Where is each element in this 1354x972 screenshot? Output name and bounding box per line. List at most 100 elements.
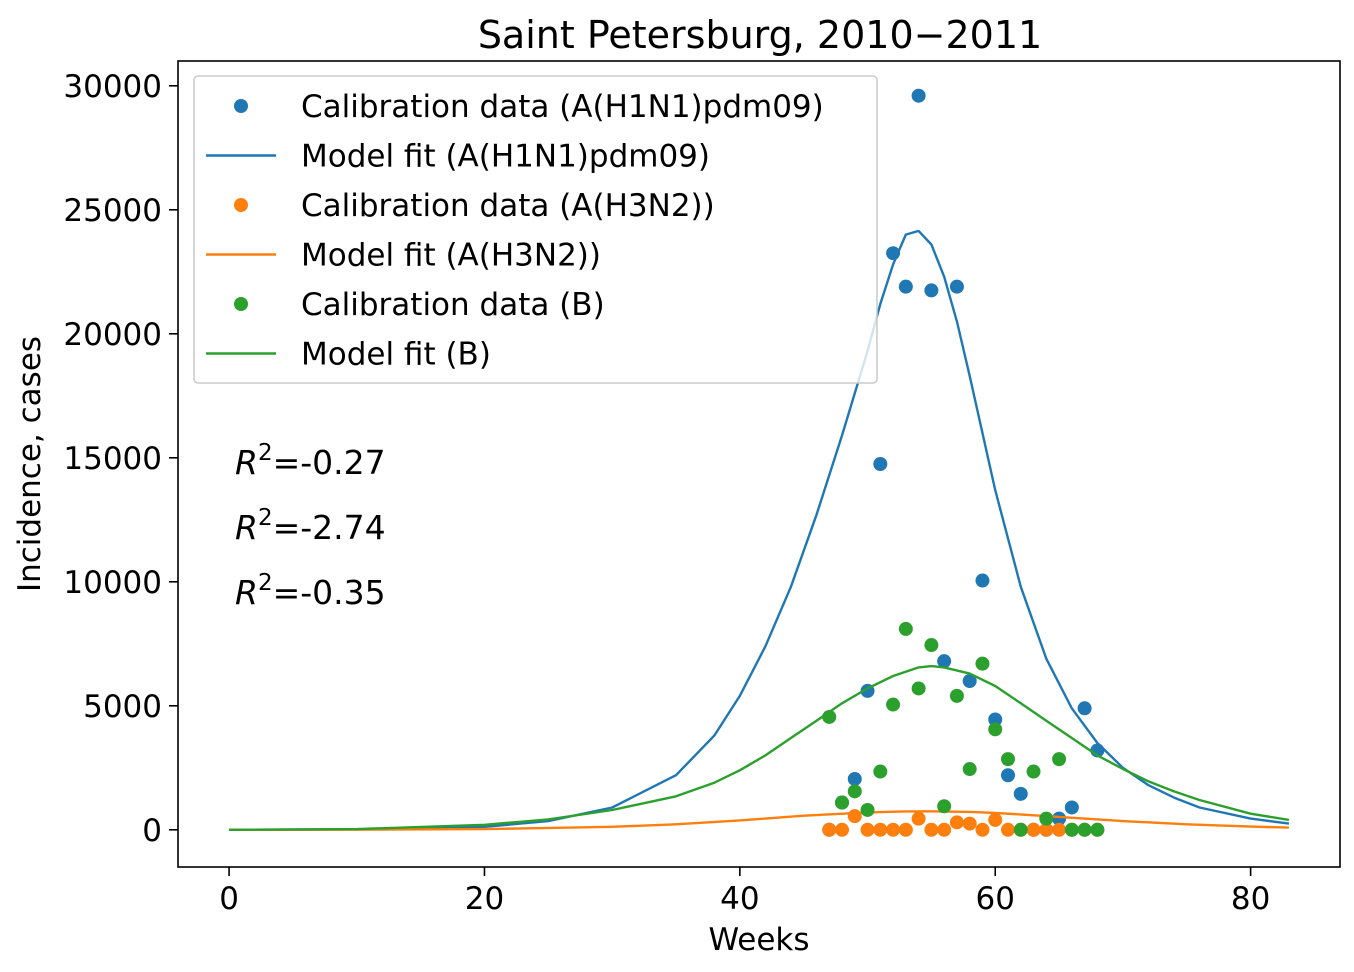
r-squared-label: R2=-0.27 [235,440,386,482]
data-point [847,784,862,799]
series-line [229,229,1290,831]
r-value: =-0.27 [273,443,386,482]
legend-entry: Model fit (B) [206,337,491,373]
data-point [886,822,901,837]
data-point [924,638,939,653]
data-point [1026,822,1041,837]
data-point [873,457,888,471]
data-point [1052,822,1067,837]
y-tick-label: 10000 [63,565,162,601]
data-point [924,283,939,298]
data-point [1090,822,1105,837]
legend-entry: Calibration data (A(H3N2)) [234,188,715,224]
data-point [847,771,862,786]
r-squared-label: R2=-2.74 [235,505,386,547]
data-point [886,697,901,712]
x-tick-label: 80 [1231,881,1270,917]
r-symbol: R [235,573,258,612]
data-point [822,822,837,837]
data-point [937,822,952,837]
data-point [949,688,964,703]
data-point [1001,752,1015,767]
axes-frame [177,60,1341,868]
y-tick-label: 25000 [63,193,162,229]
data-point [962,674,977,688]
data-point [975,573,990,588]
series-1 [229,229,1290,831]
r-symbol: R [235,443,258,482]
data-point [1013,822,1028,837]
series-line [229,664,1290,831]
data-point [898,621,913,636]
data-point [860,822,875,837]
y-tick-label: 5000 [83,689,162,725]
data-point [1039,811,1054,826]
data-point [962,762,977,777]
data-point [924,822,939,837]
data-point [1077,701,1092,716]
legend-entry: Calibration data (B) [234,287,605,323]
legend: Calibration data (A(H1N1)pdm09) Model fit… [193,75,878,384]
y-tick-label: 30000 [63,69,162,105]
y-tick-label: 0 [142,813,162,849]
r-value: =-0.35 [273,573,386,612]
r-value: =-2.74 [273,508,386,547]
series-3 [229,810,1289,831]
legend-entry: Model fit (A(H1N1)pdm09) [206,139,710,175]
x-tick-label: 40 [720,881,759,917]
data-point [937,654,952,669]
y-axis-label: Incidence, cases [12,336,48,592]
data-point [911,681,926,696]
legend-swatch-point [234,99,248,113]
y-tick-label: 20000 [63,317,162,353]
x-axis: 0 20 40 60 80 [219,867,1270,917]
data-point [1039,822,1054,837]
legend-swatch-point [234,297,248,311]
x-tick-label: 60 [976,881,1015,917]
data-point [898,279,913,294]
data-point [1064,822,1079,837]
legend-label: Model fit (B) [301,337,491,373]
x-axis-label: Weeks [708,922,809,958]
data-point [1052,752,1067,767]
data-point [873,822,888,837]
data-point [937,799,952,814]
data-point [1077,822,1092,837]
plot-area [229,88,1290,837]
legend-entry: Model fit (A(H3N2)) [206,238,601,274]
data-point [975,656,990,671]
data-point [988,722,1003,737]
superscript: 2 [258,440,273,466]
superscript: 2 [258,570,273,596]
data-point [949,815,964,830]
data-point [949,279,964,294]
legend-box [193,75,878,384]
x-tick-label: 20 [465,881,504,917]
r-symbol: R [235,508,258,547]
legend-label: Calibration data (A(H3N2)) [301,188,715,224]
data-point [898,822,913,837]
data-point [1064,800,1079,815]
data-point [962,816,977,831]
data-point [1026,764,1041,779]
data-point [1052,811,1067,826]
data-point [975,822,990,837]
data-point [988,812,1003,827]
r-squared-label: R2=-0.35 [235,570,386,612]
data-point [860,802,875,817]
legend-label: Calibration data (A(H1N1)pdm09) [301,89,824,125]
data-point [835,795,849,810]
x-tick-label: 0 [219,881,239,917]
data-point [847,809,862,824]
data-point [873,764,888,779]
y-tick-label: 15000 [63,441,162,477]
series-5 [229,664,1290,831]
legend-swatch-point [234,198,248,212]
data-point [1013,786,1028,801]
data-point [988,712,1003,727]
legend-label: Model fit (A(H1N1)pdm09) [301,139,710,175]
legend-label: Calibration data (B) [301,287,605,323]
superscript: 2 [258,505,273,531]
